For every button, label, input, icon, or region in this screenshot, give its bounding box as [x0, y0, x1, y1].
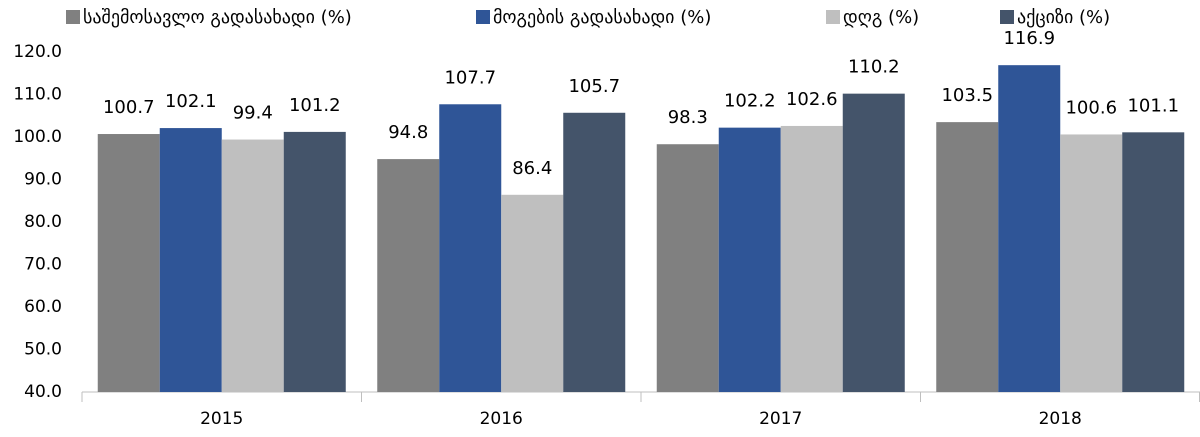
- data-label: 101.2: [289, 95, 341, 116]
- bar: [563, 112, 626, 393]
- bar: [998, 65, 1061, 393]
- bar: [718, 127, 781, 393]
- data-label: 94.8: [388, 122, 428, 143]
- data-label: 107.7: [444, 67, 496, 88]
- y-tick-label: 50.0: [24, 340, 62, 360]
- bar: [439, 104, 502, 393]
- data-label: 100.7: [103, 97, 155, 118]
- bar: [283, 131, 346, 392]
- x-tick-label: 2016: [480, 409, 523, 429]
- legend-swatch: [66, 10, 80, 24]
- data-label: 102.6: [786, 89, 838, 110]
- bar: [936, 122, 999, 392]
- data-label: 105.7: [568, 76, 620, 97]
- data-label: 101.1: [1127, 95, 1179, 116]
- x-tick-label: 2015: [200, 409, 243, 429]
- data-label: 110.2: [848, 57, 900, 78]
- bar: [656, 144, 719, 392]
- y-tick-label: 40.0: [24, 382, 62, 402]
- data-label: 99.4: [233, 103, 273, 124]
- y-tick-label: 100.0: [13, 127, 62, 147]
- legend-label: მოგების გადასახადი (%): [493, 7, 711, 28]
- legend-swatch: [476, 10, 490, 24]
- y-tick-label: 80.0: [24, 212, 62, 232]
- legend-swatch: [1000, 10, 1014, 24]
- bar: [1122, 132, 1185, 392]
- data-label: 103.5: [941, 85, 993, 106]
- legend-label: საშემოსავლო გადასახადი (%): [83, 7, 352, 28]
- legend-label: დღგ (%): [843, 7, 919, 28]
- bar: [1060, 134, 1123, 392]
- bar: [780, 125, 843, 392]
- y-tick-label: 90.0: [24, 170, 62, 190]
- bar: [377, 159, 440, 392]
- legend-label: აქციზი (%): [1017, 7, 1110, 28]
- y-tick-label: 70.0: [24, 255, 62, 275]
- bar: [97, 134, 160, 392]
- y-tick-label: 60.0: [24, 297, 62, 317]
- x-tick-label: 2018: [1039, 409, 1082, 429]
- bar: [159, 128, 222, 392]
- x-tick-label: 2017: [759, 409, 802, 429]
- data-label: 100.6: [1065, 97, 1117, 118]
- data-label: 102.2: [724, 91, 776, 112]
- data-label: 98.3: [668, 107, 708, 128]
- legend-swatch: [826, 10, 840, 24]
- bar: [221, 139, 284, 392]
- data-label: 116.9: [1003, 28, 1055, 49]
- y-tick-label: 120.0: [13, 42, 62, 62]
- bar: [842, 93, 905, 393]
- bar: [501, 194, 564, 392]
- data-label: 102.1: [165, 91, 217, 112]
- y-tick-label: 110.0: [13, 85, 62, 105]
- data-label: 86.4: [512, 158, 552, 179]
